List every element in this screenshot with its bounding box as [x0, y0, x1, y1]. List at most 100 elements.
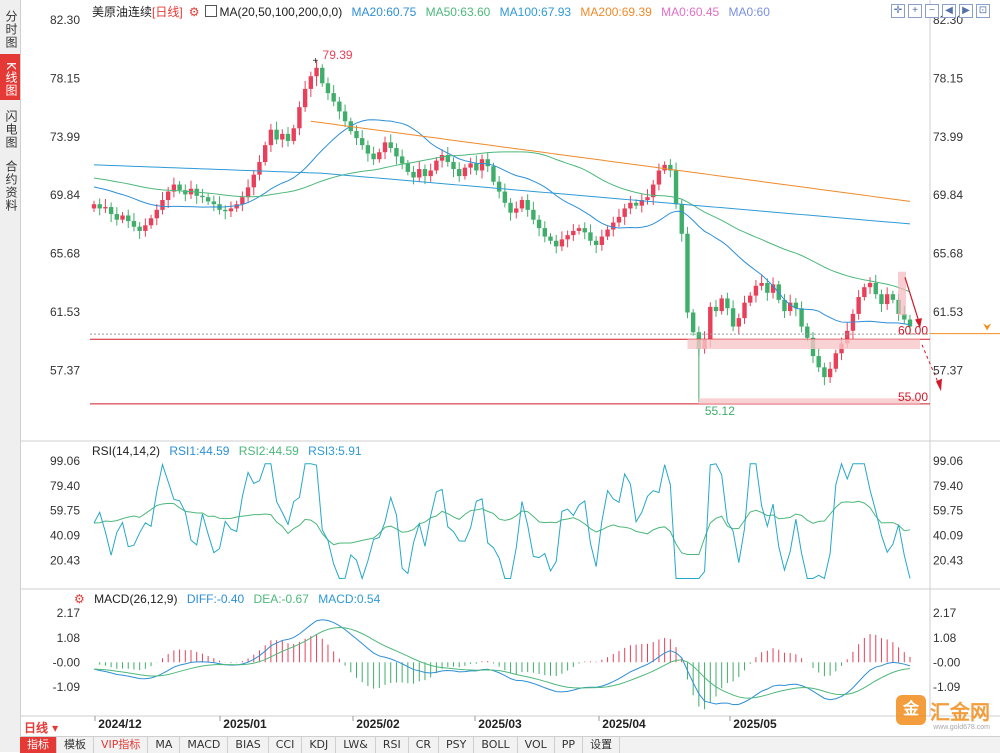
candle[interactable] [417, 169, 422, 178]
candle[interactable] [907, 319, 913, 327]
candle[interactable] [268, 129, 274, 146]
tab-template[interactable]: 模板 [57, 737, 94, 753]
candle[interactable] [399, 156, 405, 164]
candle[interactable] [165, 191, 171, 200]
candle[interactable] [799, 308, 804, 327]
candle[interactable] [554, 240, 559, 247]
candle[interactable] [542, 228, 547, 237]
candle[interactable] [496, 181, 502, 192]
tab-indicators[interactable]: 指标 [20, 737, 57, 753]
macd-settings-icon[interactable]: ⚙ [74, 592, 85, 606]
candle[interactable] [411, 171, 416, 178]
tab-vip-indicators[interactable]: VIP指标 [94, 737, 149, 753]
candle[interactable] [177, 184, 182, 191]
candle[interactable] [519, 200, 525, 209]
tab-rsi[interactable]: RSI [376, 737, 409, 753]
tab-psy[interactable]: PSY [439, 737, 475, 753]
candle[interactable] [508, 202, 513, 213]
candle[interactable] [879, 294, 884, 305]
candle[interactable] [753, 285, 759, 296]
candle[interactable] [331, 93, 336, 102]
tab-bias[interactable]: BIAS [228, 737, 269, 753]
expand-icon[interactable]: ✛ [891, 4, 905, 18]
candle[interactable] [514, 208, 519, 213]
candle[interactable] [599, 236, 605, 245]
price-panel[interactable]: ⮟ 79.39 +55.12 60.00 55.00 [90, 48, 1000, 418]
candle[interactable] [97, 204, 102, 209]
zoom-out-icon[interactable]: − [925, 4, 939, 18]
candle[interactable] [662, 164, 667, 171]
candle[interactable] [325, 83, 331, 94]
candle[interactable] [354, 131, 359, 139]
candle[interactable] [816, 356, 821, 368]
candle[interactable] [240, 197, 245, 205]
candle[interactable] [291, 128, 296, 141]
candle[interactable] [137, 226, 142, 231]
candle[interactable] [845, 330, 850, 344]
candle[interactable] [770, 284, 776, 293]
candle[interactable] [736, 318, 742, 327]
candle[interactable] [765, 282, 770, 293]
candle[interactable] [890, 294, 896, 300]
tab-cci[interactable]: CCI [269, 737, 303, 753]
candle[interactable] [297, 107, 302, 129]
candle[interactable] [131, 221, 137, 227]
candle[interactable] [103, 207, 108, 209]
candle[interactable] [867, 282, 873, 288]
candle[interactable] [742, 302, 747, 319]
settings-gear-icon[interactable]: ⚙ [188, 5, 200, 19]
candle[interactable] [388, 142, 393, 148]
candle[interactable] [274, 129, 279, 140]
rsi-panel[interactable] [93, 462, 911, 581]
candle[interactable] [787, 302, 793, 312]
candle[interactable] [371, 153, 376, 160]
candle[interactable] [428, 170, 433, 177]
tab-kline[interactable]: K线图 [0, 54, 20, 100]
candle[interactable] [114, 214, 120, 220]
candle[interactable] [622, 208, 627, 217]
tab-timeshare[interactable]: 分时图 [4, 9, 18, 49]
candle[interactable] [474, 163, 479, 171]
candle[interactable] [708, 306, 713, 340]
candle[interactable] [205, 197, 211, 202]
candle[interactable] [730, 308, 736, 327]
candle[interactable] [673, 170, 679, 205]
tab-boll[interactable]: BOLL [474, 737, 518, 753]
candle[interactable] [439, 155, 445, 161]
candle[interactable] [223, 209, 228, 212]
tab-contract-info[interactable]: 合约资料 [4, 160, 18, 212]
candle[interactable] [884, 294, 890, 305]
candle[interactable] [668, 164, 673, 171]
price-marker-icon[interactable]: ⮟ [983, 323, 992, 334]
candle[interactable] [337, 101, 342, 112]
candle[interactable] [377, 152, 382, 160]
tab-flash-chart[interactable]: 闪电图 [4, 109, 18, 149]
candle[interactable] [342, 111, 348, 122]
tab-vol[interactable]: VOL [518, 737, 555, 753]
candle[interactable] [91, 204, 97, 209]
candle[interactable] [576, 228, 582, 231]
candle[interactable] [605, 229, 610, 237]
candle[interactable] [639, 200, 645, 206]
candle[interactable] [805, 326, 810, 338]
candle[interactable] [645, 197, 650, 200]
fit-icon[interactable]: ⊡ [976, 4, 990, 18]
candle[interactable] [405, 163, 411, 172]
zoom-in-icon[interactable]: + [908, 4, 922, 18]
candle[interactable] [445, 155, 450, 163]
candle[interactable] [902, 313, 907, 320]
candle[interactable] [451, 162, 456, 170]
tab-pp[interactable]: PP [555, 737, 584, 753]
candle[interactable] [143, 225, 148, 231]
candle[interactable] [588, 232, 593, 241]
candle[interactable] [548, 236, 553, 241]
candle[interactable] [873, 282, 878, 295]
candle[interactable] [154, 209, 159, 219]
candle[interactable] [685, 233, 690, 313]
tab-kdj[interactable]: KDJ [302, 737, 337, 753]
candle[interactable] [833, 353, 839, 369]
candle[interactable] [394, 147, 399, 157]
candle[interactable] [285, 133, 291, 141]
candle[interactable] [108, 207, 114, 215]
